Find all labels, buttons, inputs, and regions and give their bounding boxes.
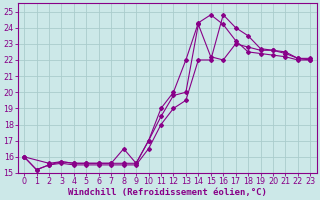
X-axis label: Windchill (Refroidissement éolien,°C): Windchill (Refroidissement éolien,°C) bbox=[68, 188, 267, 197]
